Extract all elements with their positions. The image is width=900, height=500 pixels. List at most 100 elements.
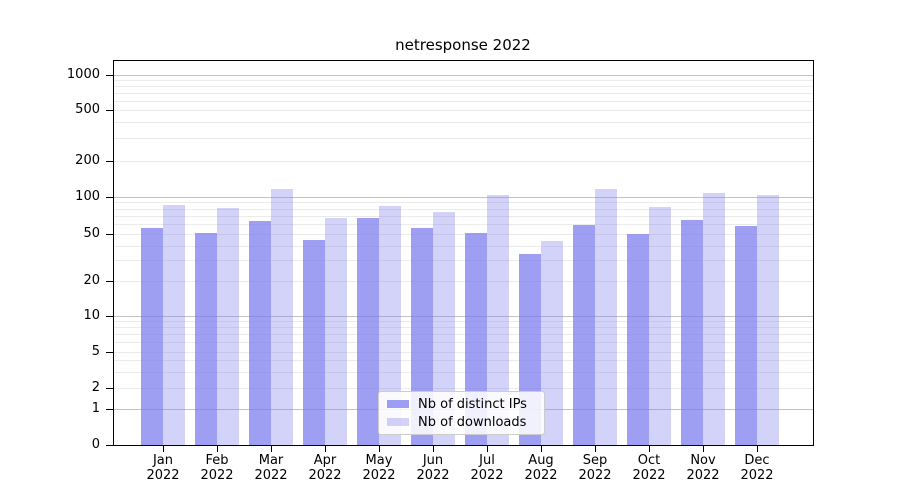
minor-gridline [114, 100, 813, 102]
bar-distinct-ips-jan [141, 228, 163, 445]
y-tick-mark [106, 196, 113, 198]
x-tick-label: Oct 2022 [622, 453, 676, 483]
major-gridline [114, 75, 813, 76]
bar-downloads-sep [595, 188, 617, 445]
x-tick-month: Nov [690, 453, 716, 468]
x-tick-label: May 2022 [352, 453, 406, 483]
x-tick-year: 2022 [200, 468, 234, 483]
x-tick-label: Nov 2022 [676, 453, 730, 483]
x-tick-label: Dec 2022 [730, 453, 784, 483]
legend-label-downloads: Nb of downloads [418, 414, 527, 430]
x-tick-year: 2022 [686, 468, 720, 483]
x-tick-mark [595, 446, 596, 452]
legend-label-distinct-ips: Nb of distinct IPs [418, 396, 527, 412]
x-tick-label: Mar 2022 [244, 453, 298, 483]
minor-gridline [114, 224, 813, 226]
minor-gridline [114, 234, 813, 236]
minor-gridline [114, 245, 813, 247]
bar-downloads-apr [325, 217, 347, 445]
minor-gridline [114, 260, 813, 262]
y-tick-mark [106, 75, 113, 76]
y-tick-label: 20 [83, 273, 100, 288]
y-tick-label: 50 [83, 226, 100, 242]
x-tick-month: Mar [258, 453, 284, 468]
minor-gridline [114, 388, 813, 389]
y-tick-label: 2 [91, 380, 100, 395]
bar-downloads-feb [217, 208, 239, 445]
y-tick-mark [106, 409, 113, 410]
x-tick-month: Feb [205, 453, 229, 468]
bar-downloads-jan [163, 204, 185, 445]
minor-gridline [114, 327, 813, 329]
x-tick-year: 2022 [416, 468, 450, 483]
x-tick-label: Jun 2022 [406, 453, 460, 483]
x-tick-label: Apr 2022 [298, 453, 352, 483]
bar-distinct-ips-dec [735, 226, 757, 445]
legend-swatch-downloads [387, 418, 409, 426]
minor-gridline [114, 80, 813, 82]
y-tick-mark [106, 388, 113, 389]
x-tick-mark [433, 446, 434, 452]
x-tick-month: Aug [528, 453, 554, 468]
x-tick-month: Oct [637, 453, 661, 468]
x-tick-label: Sep 2022 [568, 453, 622, 483]
x-tick-label: Jul 2022 [460, 453, 514, 483]
x-tick-month: Apr [313, 453, 337, 468]
x-tick-mark [703, 446, 704, 452]
bar-distinct-ips-apr [303, 239, 325, 445]
bar-downloads-oct [649, 206, 671, 445]
minor-gridline [114, 216, 813, 217]
bar-downloads-dec [757, 194, 779, 445]
legend-entry-downloads: Nb of downloads [387, 415, 538, 430]
x-tick-year: 2022 [524, 468, 558, 483]
legend-entry-distinct-ips: Nb of distinct IPs [387, 397, 538, 412]
x-tick-mark [487, 446, 488, 452]
y-tick-label: 500 [75, 101, 100, 117]
bar-downloads-jul [487, 194, 509, 445]
legend: Nb of distinct IPs Nb of downloads [378, 391, 545, 435]
minor-gridline [114, 371, 813, 373]
x-tick-label: Aug 2022 [514, 453, 568, 483]
x-tick-mark [757, 446, 758, 452]
x-tick-mark [649, 446, 650, 452]
y-tick-label: 100 [75, 188, 100, 204]
x-tick-year: 2022 [308, 468, 342, 483]
minor-gridline [114, 360, 813, 362]
minor-gridline [114, 92, 813, 94]
y-tick-mark [106, 351, 113, 353]
x-tick-mark [379, 446, 380, 452]
x-tick-year: 2022 [362, 468, 396, 483]
legend-swatch-distinct-ips [387, 400, 409, 408]
y-tick-mark [106, 445, 113, 446]
x-tick-month: May [365, 453, 393, 468]
bar-distinct-ips-mar [249, 220, 271, 445]
minor-gridline [114, 109, 813, 111]
bar-downloads-aug [541, 240, 563, 445]
x-tick-label: Jan 2022 [136, 453, 190, 483]
x-tick-month: Jun [422, 453, 444, 468]
x-tick-year: 2022 [470, 468, 504, 483]
y-tick-label: 200 [75, 153, 100, 168]
major-gridline [114, 316, 813, 317]
minor-gridline [114, 334, 813, 336]
minor-gridline [114, 208, 813, 210]
minor-gridline [114, 138, 813, 140]
y-tick-label: 10 [83, 308, 100, 323]
bar-distinct-ips-nov [681, 220, 703, 445]
bar-distinct-ips-sep [573, 225, 595, 445]
x-tick-month: Jan [152, 453, 174, 468]
minor-gridline [114, 86, 813, 88]
x-tick-year: 2022 [254, 468, 288, 483]
bar-downloads-mar [271, 188, 293, 445]
x-tick-month: Jul [479, 453, 495, 468]
y-tick-mark [106, 234, 113, 236]
x-tick-year: 2022 [146, 468, 180, 483]
x-tick-year: 2022 [740, 468, 774, 483]
x-tick-mark [163, 446, 164, 452]
major-gridline [114, 196, 813, 198]
bar-downloads-nov [703, 192, 725, 445]
x-tick-mark [325, 446, 326, 452]
plot-area [113, 60, 814, 446]
minor-gridline [114, 202, 813, 204]
